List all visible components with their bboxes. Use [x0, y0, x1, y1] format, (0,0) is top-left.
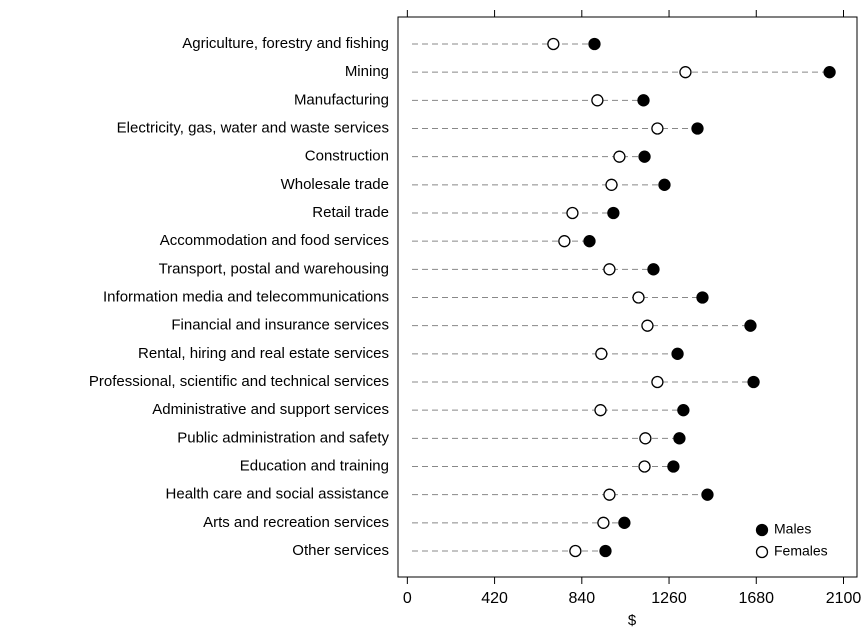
dot: [603, 263, 616, 276]
dot: [558, 235, 571, 248]
dot: [632, 291, 645, 304]
dot: [823, 66, 836, 79]
dot: [647, 263, 660, 276]
dot: [701, 488, 714, 501]
dot: [566, 206, 579, 220]
dot: [638, 460, 651, 473]
dot: [637, 94, 650, 107]
dot: [599, 544, 612, 558]
x-axis-label: $: [628, 612, 637, 629]
dot: [744, 319, 757, 332]
dot: [597, 516, 610, 529]
dot: [658, 178, 671, 191]
y-tick-label: Transport, postal and warehousing: [159, 260, 389, 277]
y-tick-label: Education and training: [240, 457, 389, 474]
dot: [605, 178, 618, 191]
y-tick-label: Construction: [305, 148, 389, 165]
legend-label: Males: [774, 521, 811, 537]
dot: [696, 291, 709, 304]
dot: [569, 544, 582, 558]
y-tick-label: Information media and telecommunications: [103, 288, 389, 305]
x-tick-label: 420: [481, 590, 508, 607]
y-tick-label: Agriculture, forestry and fishing: [182, 35, 389, 52]
legend-marker: [755, 523, 769, 537]
dot: [639, 432, 652, 445]
dot: [618, 516, 631, 529]
dot: [594, 404, 607, 417]
y-tick-label: Wholesale trade: [281, 176, 389, 193]
y-tick-label: Accommodation and food services: [160, 232, 389, 249]
dot: [588, 37, 601, 51]
dot: [641, 319, 654, 332]
x-tick-label: 2100: [826, 590, 862, 607]
dot: [651, 375, 664, 389]
dot: [607, 206, 620, 220]
dot: [595, 347, 608, 360]
dot: [591, 94, 604, 107]
y-tick-label: Mining: [345, 63, 389, 80]
plot-frame: [397, 16, 858, 578]
dot: [603, 488, 616, 501]
y-tick-label: Manufacturing: [294, 91, 389, 108]
dot: [651, 122, 664, 135]
dot: [747, 375, 760, 389]
dot: [677, 404, 690, 417]
dot: [673, 432, 686, 445]
dot: [679, 66, 692, 79]
dot: [547, 37, 560, 51]
legend-label: Females: [774, 543, 828, 559]
x-tick-label: 1260: [651, 590, 687, 607]
x-tick-label: 1680: [738, 590, 774, 607]
dot: [638, 150, 651, 163]
x-tick-label: 0: [403, 590, 412, 607]
dot: [583, 235, 596, 248]
legend-marker: [755, 545, 769, 559]
dot: [671, 347, 684, 360]
y-tick-label: Professional, scientific and technical s…: [89, 373, 389, 390]
y-tick-label: Rental, hiring and real estate services: [138, 345, 389, 362]
y-tick-label: Electricity, gas, water and waste servic…: [117, 119, 389, 136]
dot: [667, 460, 680, 473]
y-tick-label: Administrative and support services: [152, 401, 389, 418]
y-tick-label: Arts and recreation services: [203, 514, 389, 531]
x-tick-label: 840: [568, 590, 595, 607]
y-tick-label: Financial and insurance services: [171, 317, 389, 334]
dot: [613, 150, 626, 163]
dot: [691, 122, 704, 135]
y-tick-label: Other services: [292, 542, 389, 559]
y-tick-label: Retail trade: [312, 204, 389, 221]
y-tick-label: Public administration and safety: [177, 429, 389, 446]
y-tick-label: Health care and social assistance: [166, 486, 389, 503]
